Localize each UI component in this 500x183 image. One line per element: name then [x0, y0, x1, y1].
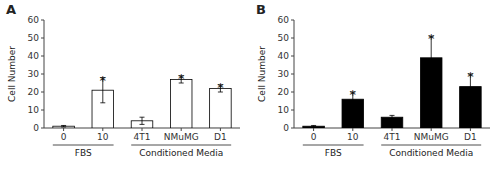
y-axis-label: Cell Number [257, 46, 267, 102]
x-tick [431, 128, 432, 131]
y-axis-label: Cell Number [7, 46, 17, 102]
x-tick [313, 128, 314, 131]
group-label: FBS [75, 148, 92, 158]
error-bar-cap [390, 119, 395, 120]
y-tick-label: 10 [278, 105, 290, 115]
error-bar [140, 117, 145, 124]
y-tick [291, 74, 294, 75]
marks [53, 76, 231, 128]
x-tick-label: 0 [61, 132, 67, 142]
error-bar-cap [140, 117, 145, 118]
x-tick [470, 128, 471, 131]
y-tick-label: 30 [28, 69, 40, 79]
x-tick-label: 4T1 [134, 132, 151, 142]
x-tick [142, 128, 143, 131]
panel: A Cell Number 0 10 20 30 40 50 60 * * * 0 10 4T1 NMuMG D… [6, 2, 240, 158]
y-tick [291, 56, 294, 57]
group-label: FBS [325, 148, 342, 158]
x-tick-label: 10 [347, 132, 359, 142]
y-tick [41, 110, 44, 111]
panel-label: A [6, 2, 16, 17]
x-tick [220, 128, 221, 131]
error-bar-stem [142, 117, 143, 124]
group-bracket [303, 145, 364, 146]
error-bar-cap [390, 115, 395, 116]
y-tick [291, 110, 294, 111]
y-tick-label: 60 [28, 15, 40, 25]
y-tick-label: 20 [278, 87, 290, 97]
group-label: Conditioned Media [389, 148, 473, 158]
x-tick-label: NMuMG [414, 132, 449, 142]
bar [381, 117, 403, 128]
error-bar-cap [350, 106, 355, 107]
x-tick-label: D1 [214, 132, 227, 142]
error-bar [311, 125, 316, 126]
x-tick [352, 128, 353, 131]
error-bar-cap [311, 125, 316, 126]
annotation: * [350, 87, 357, 102]
y-tick [41, 38, 44, 39]
bar [303, 126, 325, 128]
error-bar [61, 125, 66, 126]
y-tick-label: 50 [28, 33, 40, 43]
panel: B Cell Number 0 10 20 30 40 50 60 * * * 0 10 4T1 NMuMG D… [256, 2, 490, 158]
x-tick-label: 10 [97, 132, 109, 142]
y-tick [41, 56, 44, 57]
y-tick [291, 20, 294, 21]
error-bar-cap [468, 99, 473, 100]
y-tick-label: 40 [278, 51, 290, 61]
y-tick-label: 60 [278, 15, 290, 25]
group-bracket [131, 145, 231, 146]
error-bar-stem [392, 115, 393, 119]
y-tick [291, 128, 294, 129]
annotation: * [467, 69, 474, 84]
y-tick [41, 92, 44, 93]
y-tick-label: 0 [33, 123, 39, 133]
x-tick-label: D1 [464, 132, 477, 142]
y-tick-label: 10 [28, 105, 40, 115]
x-tick [102, 128, 103, 131]
group-label: Conditioned Media [139, 148, 223, 158]
x-tick-label: NMuMG [164, 132, 199, 142]
error-bar-cap [311, 126, 316, 127]
y-tick [41, 128, 44, 129]
x-tick-label: 4T1 [384, 132, 401, 142]
y-tick [41, 74, 44, 75]
error-bar-cap [61, 125, 66, 126]
y-tick-label: 0 [283, 123, 289, 133]
annotation: * [100, 73, 107, 88]
group-bracket [381, 145, 481, 146]
y-tick-label: 50 [278, 33, 290, 43]
bar [53, 126, 75, 128]
annotation: * [217, 80, 224, 95]
error-bar-cap [140, 124, 145, 125]
x-tick-label: 0 [311, 132, 317, 142]
annotation: * [428, 31, 435, 46]
annotation: * [178, 71, 185, 86]
y-tick [291, 38, 294, 39]
panel-label: B [256, 2, 266, 17]
y-tick-label: 40 [28, 51, 40, 61]
y-tick-label: 20 [28, 87, 40, 97]
x-tick [181, 128, 182, 131]
y-tick-label: 30 [278, 69, 290, 79]
marks [303, 36, 481, 128]
figure: A Cell Number 0 10 20 30 40 50 60 * * * 0 10 4T1 NMuMG D… [0, 0, 500, 183]
background [0, 0, 500, 183]
y-tick [291, 92, 294, 93]
error-bar-cap [61, 126, 66, 127]
group-bracket [53, 145, 114, 146]
x-tick [392, 128, 393, 131]
error-bar-cap [100, 102, 105, 103]
x-tick [63, 128, 64, 131]
y-tick [41, 20, 44, 21]
error-bar [390, 115, 395, 119]
bar [170, 79, 192, 128]
error-bar-cap [429, 79, 434, 80]
